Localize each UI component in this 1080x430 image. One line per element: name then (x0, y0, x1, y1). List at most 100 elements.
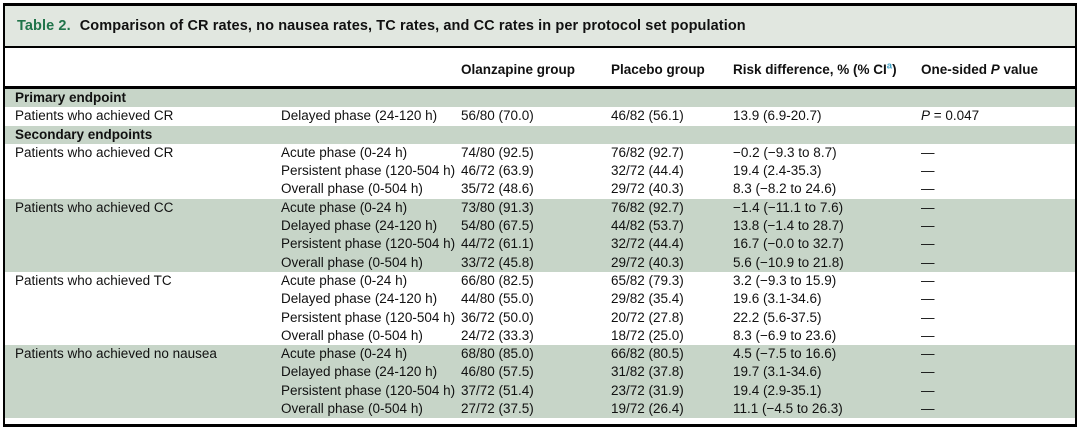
table-body: Primary endpoint Patients who achieved CR… (5, 87, 1075, 419)
cell (5, 254, 277, 272)
cell: 44/72 (61.1) (461, 236, 534, 252)
header-endpoint (5, 48, 277, 89)
table-row: Persistent phase (120-504 h) 44/72 (61.1)… (5, 235, 1075, 254)
cell: Persistent phase (120-504 h) (281, 163, 456, 179)
table-row: Patients who achieved CC Acute phase (0-2… (5, 198, 1075, 218)
p-value-cell: — (921, 382, 935, 398)
cell: 54/80 (67.5) (461, 218, 534, 234)
cell: Persistent phase (120-504 h) (281, 236, 456, 252)
cell (5, 162, 277, 180)
cell: 32/72 (44.4) (611, 163, 684, 179)
p-value-cell: — (921, 291, 935, 307)
cell: 46/80 (57.5) (461, 364, 534, 380)
cell (5, 235, 277, 253)
cell: 44/82 (53.7) (611, 218, 684, 234)
ci-footnote-superscript: a (886, 60, 893, 72)
cell: Persistent phase (120-504 h) (281, 309, 456, 325)
table-row: Delayed phase (24-120 h) 46/80 (57.5) 31/8… (5, 363, 1075, 382)
header-risk-difference: Risk difference, % (% CIa) (729, 48, 917, 89)
table-row: Overall phase (0-504 h) 33/72 (45.8) 29/72… (5, 253, 1075, 272)
section-label: Primary endpoint (15, 90, 127, 105)
p-value-cell: — (921, 254, 935, 270)
header-placebo: Placebo group (607, 48, 729, 89)
cell: Acute phase (0-24 h) (281, 144, 408, 160)
p-value-cell: — (921, 346, 935, 362)
cell (5, 382, 277, 400)
cell: 8.3 (−8.2 to 24.6) (733, 181, 837, 197)
cell: Persistent phase (120-504 h) (281, 382, 456, 398)
cell: Patients who achieved CC (15, 199, 174, 215)
cell: −0.2 (−9.3 to 8.7) (733, 144, 837, 160)
cell: Overall phase (0-504 h) (281, 327, 423, 343)
header-olanzapine: Olanzapine group (457, 48, 607, 89)
cell: Patients who achieved TC (15, 272, 172, 288)
cell (5, 327, 277, 345)
p-value-cell: — (921, 327, 935, 343)
cell: Patients who achieved CR (15, 108, 174, 124)
cell: Delayed phase (24-120 h) (281, 108, 438, 124)
header-row: Olanzapine group Placebo group Risk diff… (5, 48, 1075, 89)
cell: 4.5 (−7.5 to 16.6) (733, 346, 837, 362)
p-value-cell: — (921, 199, 935, 215)
table-row: Persistent phase (120-504 h) 37/72 (51.4)… (5, 381, 1075, 401)
p-value-cell: — (921, 218, 935, 234)
cell: 18/72 (25.0) (611, 327, 684, 343)
header-phase (277, 48, 457, 89)
cell: 46/72 (63.9) (461, 163, 534, 179)
cell: −1.4 (−11.1 to 7.6) (733, 199, 844, 215)
cell: 73/80 (91.3) (461, 199, 534, 215)
cell: Patients who achieved no nausea (15, 346, 217, 362)
cell (5, 309, 277, 327)
cell: Acute phase (0-24 h) (281, 346, 408, 362)
cell: Delayed phase (24-120 h) (281, 291, 438, 307)
table-row: Patients who achieved CR Acute phase (0-2… (5, 144, 1075, 162)
table-row: Patients who achieved TC Acute phase (0-2… (5, 272, 1075, 290)
cell: 19.4 (2.9-35.1) (733, 382, 822, 398)
p-value-cell: — (921, 401, 935, 417)
p-value-cell: — (921, 309, 935, 325)
table-frame: Table 2. Comparison of CR rates, no naus… (3, 3, 1077, 427)
table-row: Persistent phase (120-504 h) 46/72 (63.9)… (5, 162, 1075, 180)
cell: 20/72 (27.8) (611, 309, 684, 325)
cell: Delayed phase (24-120 h) (281, 218, 438, 234)
cell: 36/72 (50.0) (461, 309, 534, 325)
cell (5, 217, 277, 235)
cell: Acute phase (0-24 h) (281, 199, 408, 215)
cell: 46/82 (56.1) (611, 108, 684, 124)
table-row: Patients who achieved no nausea Acute pha… (5, 345, 1075, 364)
cell: Patients who achieved CR (15, 144, 174, 160)
p-value-cell: P = 0.047 (921, 108, 980, 124)
table-row: Persistent phase (120-504 h) 36/72 (50.0)… (5, 309, 1075, 327)
cell: Delayed phase (24-120 h) (281, 364, 438, 380)
cell: 13.9 (6.9-20.7) (733, 108, 822, 124)
table-caption-text: Comparison of CR rates, no nausea rates,… (79, 18, 746, 34)
cell: 19.6 (3.1-34.6) (733, 291, 822, 307)
cell: 27/72 (37.5) (461, 401, 534, 417)
cell: 19/72 (26.4) (611, 401, 684, 417)
p-value-cell: — (921, 272, 935, 288)
cell: 24/72 (33.3) (461, 327, 534, 343)
table-row: Patients who achieved CR Delayed phase (2… (5, 107, 1075, 125)
cell: 76/82 (92.7) (611, 199, 684, 215)
p-value-cell: — (921, 236, 935, 252)
cell: 8.3 (−6.9 to 23.6) (733, 327, 837, 343)
cell: Overall phase (0-504 h) (281, 254, 423, 270)
cell: 23/72 (31.9) (611, 382, 684, 398)
cell: 37/72 (51.4) (461, 382, 534, 398)
cell: 35/72 (48.6) (461, 181, 534, 197)
table-row: Overall phase (0-504 h) 27/72 (37.5) 19/72… (5, 400, 1075, 419)
cell: 13.8 (−1.4 to 28.7) (733, 218, 844, 234)
cell: 74/80 (92.5) (461, 144, 534, 160)
header-p-value: One-sided P value (917, 48, 1075, 89)
cell: 68/80 (85.0) (461, 346, 534, 362)
section-row: Primary endpoint (5, 87, 1075, 108)
cell: 66/80 (82.5) (461, 272, 534, 288)
section-label: Secondary endpoints (15, 126, 153, 142)
table-row: Delayed phase (24-120 h) 44/80 (55.0) 29/8… (5, 290, 1075, 308)
p-value-cell: — (921, 163, 935, 179)
table-number: Table 2. (17, 18, 71, 34)
cell: 16.7 (−0.0 to 32.7) (733, 236, 844, 252)
cell: 29/72 (40.3) (611, 181, 684, 197)
cell (5, 180, 277, 198)
table-caption: Table 2. Comparison of CR rates, no naus… (5, 6, 1075, 48)
